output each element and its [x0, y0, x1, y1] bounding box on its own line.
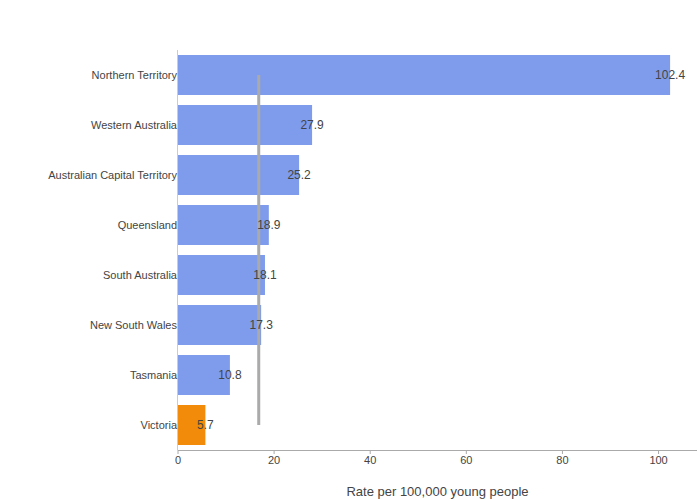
- data-label: 18.9: [257, 218, 281, 232]
- category-label: Australian Capital Territory: [48, 169, 177, 181]
- x-tick-label: 100: [649, 454, 667, 466]
- data-label: 5.7: [197, 418, 214, 432]
- data-label: 18.1: [253, 268, 277, 282]
- category-label: Western Australia: [91, 119, 178, 131]
- x-tick-label: 40: [364, 454, 376, 466]
- category-label: South Australia: [103, 269, 178, 281]
- bar: [178, 55, 670, 95]
- category-label: Northern Territory: [92, 69, 178, 81]
- x-tick-label: 60: [460, 454, 472, 466]
- bars: [178, 55, 670, 445]
- data-label: 10.8: [218, 368, 242, 382]
- bar: [178, 155, 299, 195]
- chart-svg: 0 20 40 60 80 100 Northern Territory 102.4 Weste…: [0, 0, 700, 500]
- x-axis-line: [178, 450, 697, 451]
- data-label: 27.9: [300, 118, 324, 132]
- bar: [178, 255, 265, 295]
- category-label: Victoria: [141, 419, 178, 431]
- bar: [178, 105, 312, 145]
- chart-container: 0 20 40 60 80 100 Northern Territory 102.4 Weste…: [0, 0, 700, 500]
- y-axis-line: [177, 50, 178, 450]
- data-label: 25.2: [287, 168, 311, 182]
- bar: [178, 205, 269, 245]
- category-label: Tasmania: [130, 369, 178, 381]
- x-tick-label: 0: [175, 454, 181, 466]
- x-tick-label: 80: [556, 454, 568, 466]
- data-label: 102.4: [655, 68, 685, 82]
- category-label: New South Wales: [90, 319, 178, 331]
- reference-line: [257, 75, 260, 425]
- category-label: Queensland: [118, 219, 177, 231]
- x-tick-label: 20: [268, 454, 280, 466]
- data-label: 17.3: [249, 318, 273, 332]
- x-axis-title: Rate per 100,000 young people: [346, 484, 528, 499]
